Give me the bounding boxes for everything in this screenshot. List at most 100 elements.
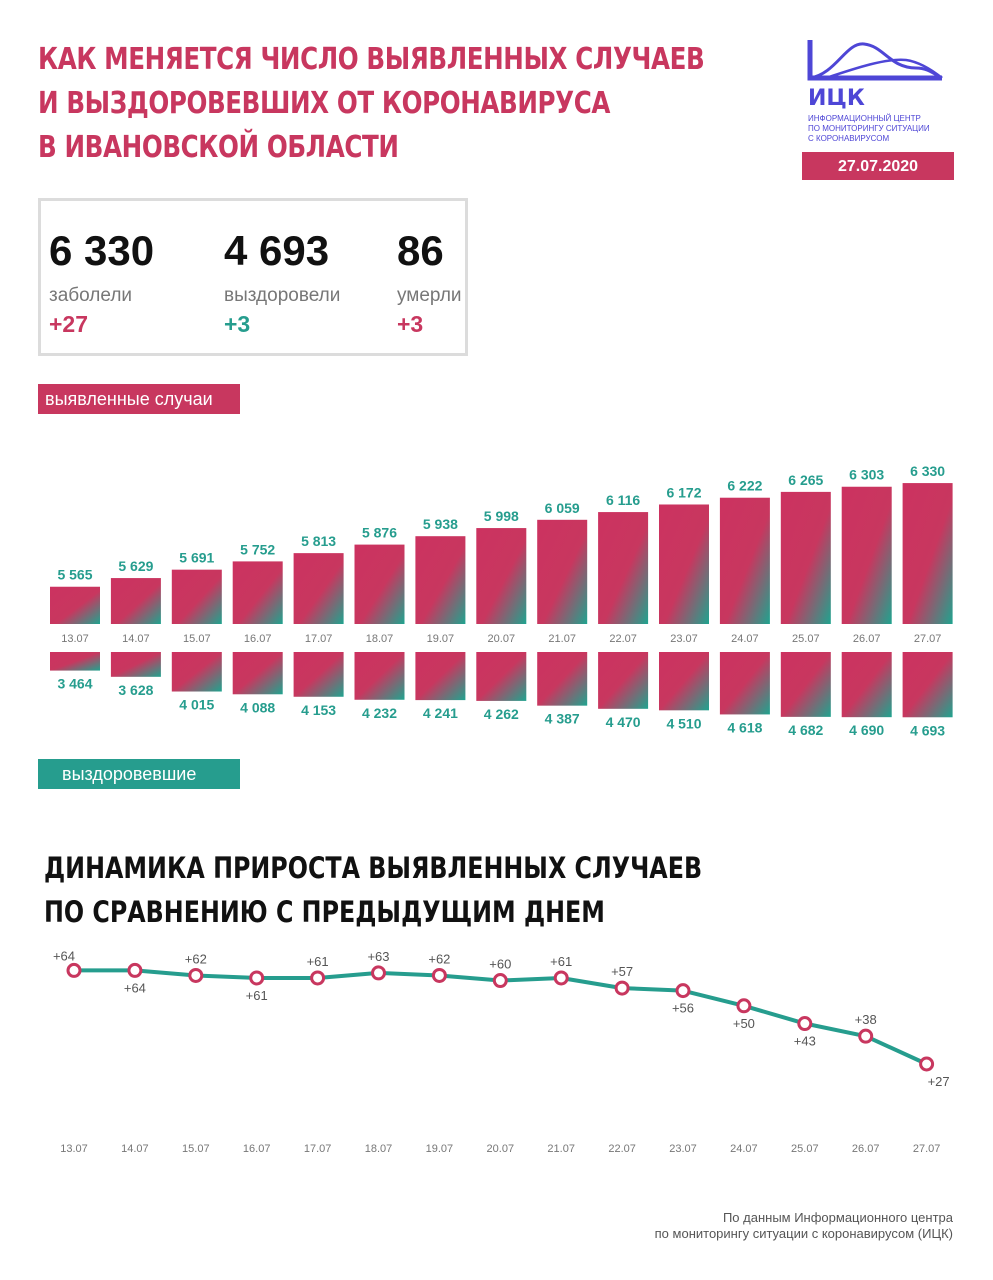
growth-point <box>553 970 569 986</box>
cases-bar-label: 5 938 <box>423 516 458 532</box>
growth-point <box>188 967 204 983</box>
source-line: по мониторингу ситуации с коронавирусом … <box>654 1226 953 1241</box>
x-tick-label: 21.07 <box>547 1143 575 1155</box>
logo-sub-line: С КОРОНАВИРУСОМ <box>808 134 890 143</box>
x-tick-label: 24.07 <box>731 633 759 645</box>
x-tick-label: 17.07 <box>304 1143 332 1155</box>
cases-bar-label: 5 691 <box>179 550 214 566</box>
growth-point-label: +64 <box>124 980 146 995</box>
cases-bar-label: 5 876 <box>362 525 397 541</box>
x-tick-label: 19.07 <box>426 1143 454 1155</box>
growth-point-label: +62 <box>428 951 450 966</box>
stat-cases-label: заболели <box>49 285 133 306</box>
growth-point-label: +64 <box>53 948 75 963</box>
cases-bar <box>598 512 649 624</box>
cases-bar <box>659 504 709 624</box>
x-tick-label: 16.07 <box>244 633 272 645</box>
growth-point <box>858 1028 874 1044</box>
growth-point-label: +38 <box>855 1012 877 1027</box>
recovered-bar <box>110 652 161 677</box>
x-tick-label: 16.07 <box>243 1143 271 1155</box>
growth-point <box>736 998 752 1014</box>
cases-bar <box>415 536 466 624</box>
x-tick-label: 15.07 <box>182 1143 210 1155</box>
recovered-bar <box>841 652 892 718</box>
growth-point <box>797 1016 813 1032</box>
cases-bar <box>293 553 344 624</box>
x-tick-label: 20.07 <box>488 633 516 645</box>
x-tick-label: 25.07 <box>791 1143 819 1155</box>
cases-bar <box>719 497 770 624</box>
x-tick-label: 21.07 <box>548 633 576 645</box>
x-tick-label: 22.07 <box>608 1143 636 1155</box>
logo-subtitle: ИНФОРМАЦИОННЫЙ ЦЕНТР ПО МОНИТОРИНГУ СИТУ… <box>808 114 930 144</box>
title-line: В ИВАНОВСКОЙ ОБЛАСТИ <box>38 130 399 165</box>
recovered-bar-label: 4 510 <box>666 715 701 731</box>
growth-point <box>675 983 691 999</box>
logo-name: ИЦК <box>808 86 865 111</box>
growth-point-label: +56 <box>672 1001 694 1016</box>
recovered-bar <box>902 652 953 718</box>
page-title: КАК МЕНЯЕТСЯ ЧИСЛО ВЫЯВЛЕННЫХ СЛУЧАЕВ И … <box>38 38 705 170</box>
growth-point <box>492 973 508 989</box>
x-tick-label: 13.07 <box>61 633 89 645</box>
recovered-bar-label: 4 153 <box>301 702 336 718</box>
stat-recovered-delta: +3 <box>224 311 251 337</box>
x-tick-label: 17.07 <box>305 633 333 645</box>
recovered-bar-label: 3 464 <box>57 676 92 692</box>
stat-deaths: 86 умерли +3 <box>397 225 462 339</box>
growth-point <box>919 1056 935 1072</box>
cases-bar-label: 5 629 <box>118 558 153 574</box>
stat-recovered-label: выздоровели <box>224 285 341 306</box>
recovered-bar-label: 4 618 <box>727 719 762 735</box>
stat-deaths-value: 86 <box>397 227 444 274</box>
growth-point <box>431 967 447 983</box>
stat-cases-value: 6 330 <box>49 227 155 274</box>
recovered-bar-label: 4 693 <box>910 722 945 738</box>
growth-point-label: +63 <box>367 949 389 964</box>
recovered-bar <box>293 652 344 697</box>
x-tick-label: 23.07 <box>669 1143 697 1155</box>
line-title-line: ПО СРАВНЕНИЮ С ПРЕДЫДУЩИМ ДНЕМ <box>44 895 605 929</box>
recovered-bar <box>598 652 649 709</box>
stats-box: 6 330 заболели +27 4 693 выздоровели +3 … <box>38 198 468 356</box>
stat-deaths-label: умерли <box>397 285 462 306</box>
recovered-bar-label: 4 470 <box>606 714 641 730</box>
growth-point-label: +62 <box>185 951 207 966</box>
cases-bar-label: 6 222 <box>727 478 762 494</box>
cases-bar <box>50 586 100 624</box>
wave-logo-icon <box>807 40 943 81</box>
growth-point <box>127 962 143 978</box>
cases-bar-label: 5 752 <box>240 541 275 557</box>
recovered-bar <box>232 652 283 695</box>
x-tick-label: 14.07 <box>121 1143 149 1155</box>
bar-chart: 5 565 13.07 3 464 5 629 14.07 3 628 5 691 15.07… <box>50 463 953 738</box>
stat-recovered-value: 4 693 <box>224 227 330 274</box>
cases-bar <box>171 569 222 624</box>
recovered-bar-label: 3 628 <box>118 682 153 698</box>
source-line: По данным Информационного центра <box>722 1210 953 1225</box>
date-badge: 27.07.2020 <box>802 152 954 180</box>
x-tick-label: 24.07 <box>730 1143 758 1155</box>
cases-bar <box>841 486 892 624</box>
growth-point-label: +43 <box>794 1034 816 1049</box>
cases-bar <box>780 491 831 624</box>
growth-point-label: +50 <box>733 1016 755 1031</box>
x-tick-label: 18.07 <box>365 1143 393 1155</box>
recovered-bar-label: 4 232 <box>362 705 397 721</box>
recovered-bar-label: 4 088 <box>240 699 275 715</box>
growth-point <box>371 965 386 981</box>
growth-point <box>614 980 630 996</box>
recovered-bar <box>719 652 770 715</box>
recovered-bar-label: 4 690 <box>849 722 884 738</box>
cases-bar-label: 6 330 <box>910 463 945 479</box>
cases-bar <box>354 544 405 624</box>
recovered-bar <box>50 652 100 671</box>
recovered-bar <box>415 652 466 701</box>
growth-point <box>66 962 82 978</box>
recovered-bar <box>171 652 222 692</box>
growth-point-label: +61 <box>246 988 268 1003</box>
cases-bar <box>476 528 527 624</box>
title-line: И ВЫЗДОРОВЕВШИХ ОТ КОРОНАВИРУСА <box>38 86 611 121</box>
source-note: По данным Информационного центра по мони… <box>655 1210 953 1242</box>
